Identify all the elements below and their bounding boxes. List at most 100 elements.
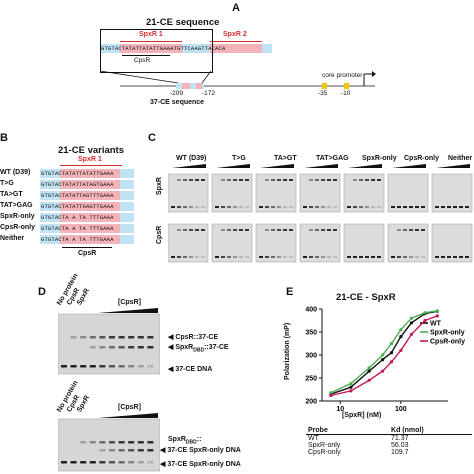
- seq-highlight-blue: [100, 44, 272, 53]
- gel-band-free: [215, 206, 219, 208]
- d-top-conc-label: [CpsR]: [118, 299, 141, 306]
- gel-band-shifted: [221, 229, 225, 231]
- gel-band-shifted: [109, 346, 115, 349]
- gel-band-free: [221, 256, 225, 258]
- gel-lane-block: [431, 223, 473, 263]
- concentration-wedge: [172, 164, 206, 168]
- data-point: [435, 309, 439, 313]
- gel-band-free: [353, 256, 357, 258]
- gel-band-free: [183, 206, 187, 208]
- data-point: [389, 341, 394, 346]
- gel-band-shifted: [327, 179, 331, 181]
- d-label-dna: ◀ 37-CE DNA: [168, 366, 213, 373]
- pos10-label: -10: [341, 90, 351, 97]
- gel-band-shifted: [80, 441, 87, 444]
- c-col-label: TA>GT: [274, 155, 297, 162]
- c-col-label: Neither: [448, 155, 473, 162]
- panel-d-letter: D: [38, 286, 46, 298]
- kd-table: Probe Kd (nmol) WT 71.37 SpxR-only 56.03…: [306, 427, 472, 456]
- d-bottom-label-1: SpxRDBD::: [168, 436, 201, 445]
- gel-band-shifted: [128, 336, 135, 339]
- gel-band-free: [277, 206, 281, 208]
- gel-band-free: [259, 256, 263, 258]
- data-point: [381, 369, 385, 373]
- d-bottom-dbd-sub: DBD: [185, 439, 197, 446]
- concentration-wedge: [392, 164, 426, 168]
- gel-band-shifted: [265, 179, 269, 181]
- gel-band-free: [371, 256, 375, 258]
- variant-row: Neither GTGTACTA A TA TTTGAAA: [0, 234, 140, 245]
- gel-band-free: [397, 256, 401, 258]
- gel-band-shifted: [239, 229, 243, 231]
- gel-band-shifted: [99, 441, 106, 444]
- gel-band-free: [415, 256, 419, 258]
- gel-band-free: [183, 256, 187, 258]
- kd-table-header: Probe Kd (nmol): [306, 427, 472, 435]
- gel-band-free: [377, 256, 381, 258]
- spxr2-bar: [210, 41, 262, 42]
- data-point: [349, 389, 353, 393]
- core-promoter-label: core promoter: [322, 72, 363, 79]
- pos-right-label: -172: [202, 90, 216, 97]
- gel-band-free: [233, 256, 237, 258]
- c-col-label: CpsR-only: [404, 155, 439, 162]
- gel-band-free: [195, 256, 199, 258]
- gel-band-free: [99, 461, 106, 464]
- x-tick-label: 10: [336, 406, 344, 411]
- gel-band-free: [89, 461, 96, 464]
- gel-band-free: [397, 206, 401, 208]
- variant-row: TAT>GAG GTGTACTATATTGAGTTGAAA: [0, 201, 140, 212]
- panel-a-diagram: [99, 70, 376, 89]
- table-row: WT 71.37: [306, 435, 472, 442]
- variant-row: T>G GTGTACTATATTATAGTGAAA: [0, 179, 140, 190]
- c-col-label: WT (D39): [176, 155, 207, 162]
- gel-band-shifted: [245, 229, 249, 231]
- gel-band-free: [227, 206, 231, 208]
- gel-band-free: [109, 461, 115, 464]
- data-point: [409, 332, 414, 336]
- d-bottom-label-3-text: 37-CE SpxR-only DNA: [167, 461, 241, 468]
- variant-name: T>G: [0, 180, 14, 187]
- gel-band-shifted: [309, 229, 313, 231]
- legend-label: WT: [430, 321, 442, 328]
- gel-band-shifted: [137, 441, 144, 444]
- gel-band-shifted: [233, 229, 237, 231]
- panel-b-title: 21-CE variants: [58, 145, 125, 156]
- gel-band-free: [391, 256, 395, 258]
- gel-band-shifted: [70, 336, 77, 339]
- kd-value: 71.37: [391, 435, 409, 442]
- gel-band-shifted: [89, 441, 96, 444]
- gel-band-free: [315, 256, 319, 258]
- gel-band-free: [221, 206, 225, 208]
- gel-band-shifted: [371, 179, 375, 181]
- gel-band-shifted: [118, 441, 125, 444]
- gel-band-free: [391, 206, 395, 208]
- variant-seq: GTGTACTA A TA TTTGAAA: [41, 225, 114, 232]
- gel-band-free: [128, 461, 135, 464]
- gel-band-free: [321, 206, 325, 208]
- gel-band-shifted: [327, 229, 331, 231]
- gel-band-shifted: [147, 336, 154, 339]
- panel-c-column-headers: WT (D39) T>G TA>GT TAT>GAG SpxR-only Cps…: [168, 155, 474, 165]
- d-label-cpsr-complex: ◀ CpsR::37-CE: [168, 334, 219, 341]
- gel-band-free: [80, 461, 87, 464]
- data-point: [367, 369, 371, 373]
- data-point: [329, 393, 333, 398]
- chart-title: 21-CE - SpxR: [336, 292, 396, 303]
- gel-band-free: [453, 206, 457, 208]
- gel-band-shifted: [289, 229, 293, 231]
- gel-band-free: [137, 365, 144, 368]
- gel-band-shifted: [183, 179, 187, 181]
- gel-band-free: [441, 206, 445, 208]
- gel-band-shifted: [227, 229, 231, 231]
- d-bottom-gel: [58, 413, 160, 472]
- kd-probe: WT: [308, 435, 319, 442]
- gel-band-free: [61, 365, 67, 368]
- gel-band-shifted: [118, 336, 125, 339]
- variant-list: WT (D39) GTGTACTATATTATATTGAAA T>G GTGTA…: [0, 168, 140, 245]
- d-label-cpsr-complex-text: CpsR::37-CE: [175, 334, 219, 341]
- gel-band-free: [259, 206, 263, 208]
- gel-band-free: [327, 256, 331, 258]
- gel-band-free: [453, 256, 457, 258]
- gel-band-free: [271, 256, 275, 258]
